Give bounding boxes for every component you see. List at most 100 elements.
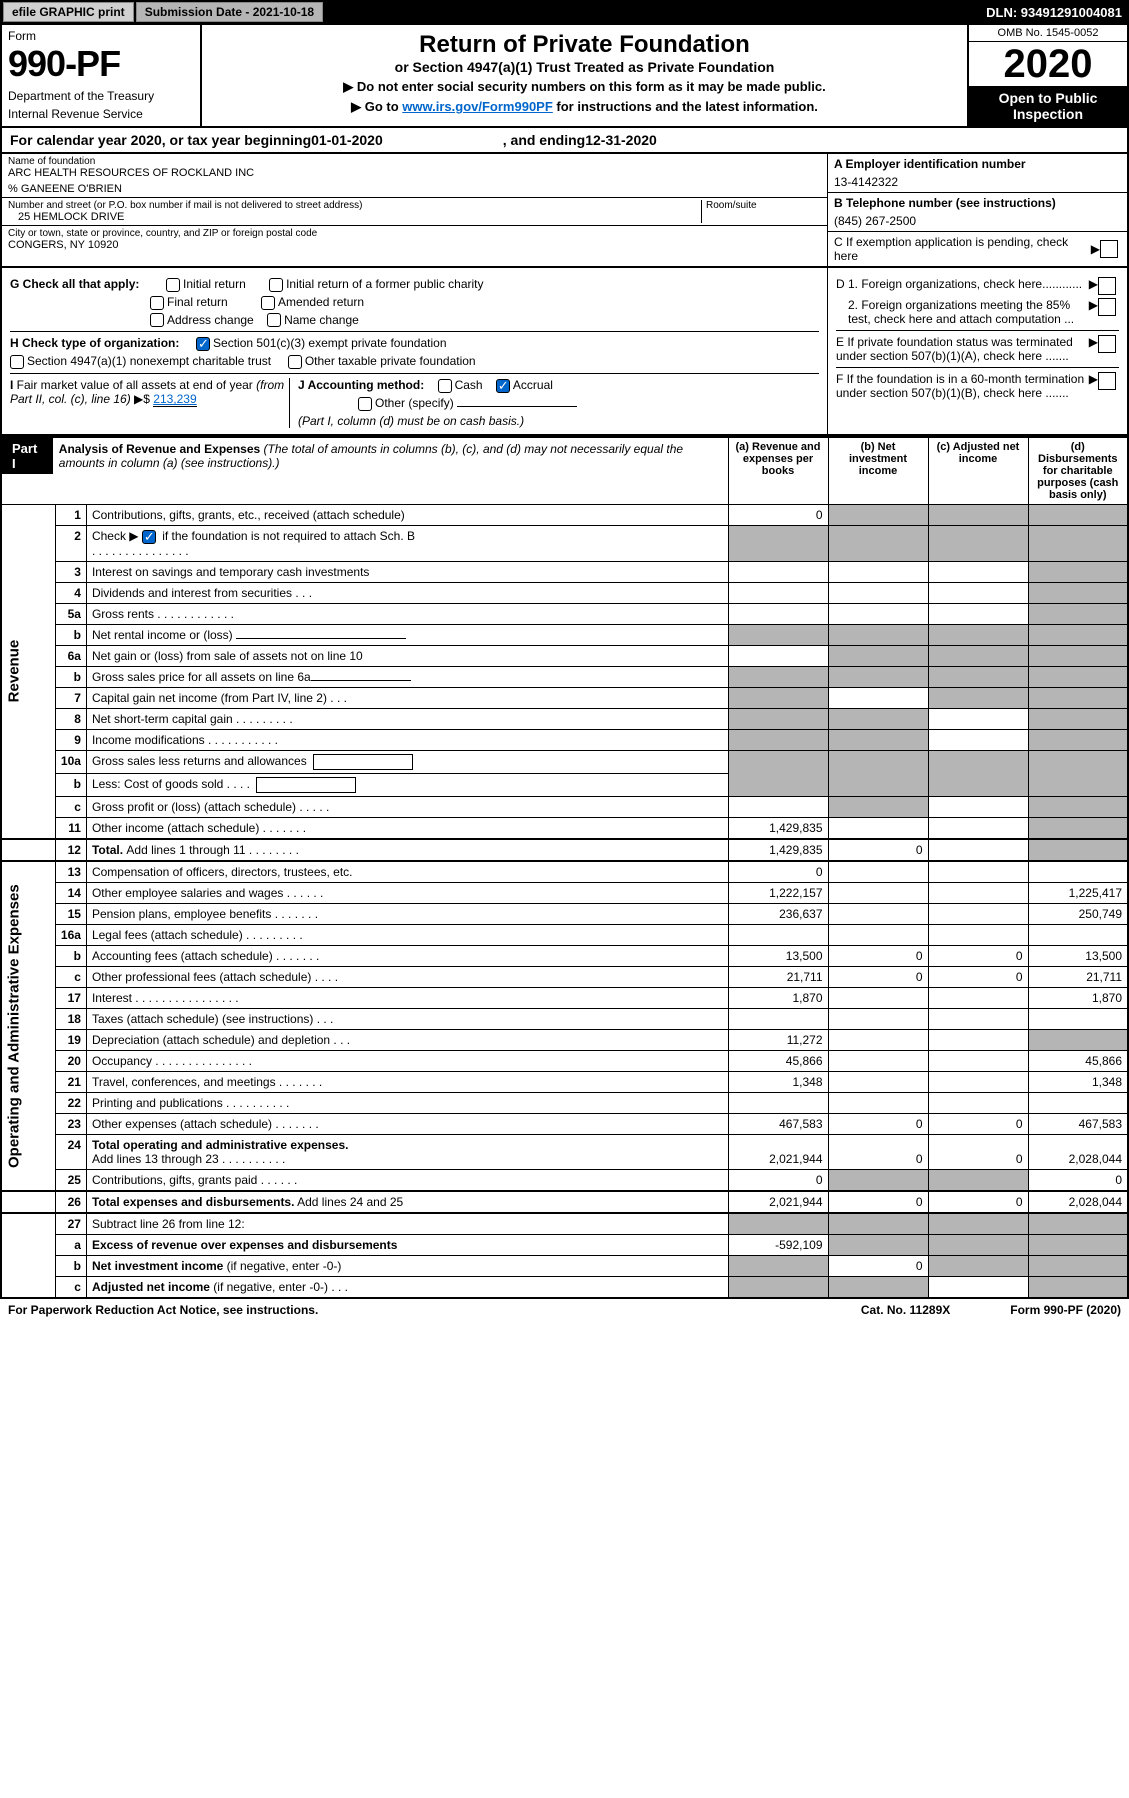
c-label: C If exemption application is pending, c… [834, 235, 1091, 263]
table-row: 14Other employee salaries and wages . . … [1, 882, 1128, 903]
g-initial-label: Initial return [183, 277, 246, 291]
line-num: 1 [55, 504, 86, 525]
cell-a: -592,109 [728, 1234, 828, 1255]
table-row: Revenue 1 Contributions, gifts, grants, … [1, 504, 1128, 525]
table-row: 21Travel, conferences, and meetings . . … [1, 1071, 1128, 1092]
table-row: bGross sales price for all assets on lin… [1, 666, 1128, 687]
foundation-name: ARC HEALTH RESOURCES OF ROCKLAND INC [8, 167, 821, 179]
city-label: City or town, state or province, country… [8, 228, 821, 239]
h-4947-checkbox[interactable] [10, 355, 24, 369]
line-desc: Dividends and interest from securities .… [86, 582, 728, 603]
line-num: b [55, 666, 86, 687]
line-num: 25 [55, 1169, 86, 1191]
ein-value: 13-4142322 [834, 175, 1121, 189]
g-initial-former-checkbox[interactable] [269, 278, 283, 292]
line-num: 27 [55, 1213, 86, 1235]
header-left: Form 990-PF Department of the Treasury I… [2, 25, 202, 126]
g-final-checkbox[interactable] [150, 296, 164, 310]
irs-link[interactable]: www.irs.gov/Form990PF [402, 99, 553, 114]
h-501c3-checkbox[interactable] [196, 337, 210, 351]
line-num: 24 [55, 1134, 86, 1169]
j-accrual-label: Accrual [513, 378, 553, 392]
cell-a: 21,711 [728, 966, 828, 987]
check-right: D 1. Foreign organizations, check here..… [827, 268, 1127, 434]
j-other-checkbox[interactable] [358, 397, 372, 411]
line-num: 4 [55, 582, 86, 603]
line-num: 7 [55, 687, 86, 708]
schb-checkbox[interactable] [142, 530, 156, 544]
form-label: Form [8, 29, 194, 43]
name-label: Name of foundation [8, 156, 821, 167]
table-row: 2 Check ▶ if the foundation is not requi… [1, 525, 1128, 561]
line-desc: Occupancy . . . . . . . . . . . . . . . [86, 1050, 728, 1071]
table-row: 23Other expenses (attach schedule) . . .… [1, 1113, 1128, 1134]
arrow-icon: ▶ [1089, 372, 1098, 400]
table-row: 26Total expenses and disbursements. Add … [1, 1191, 1128, 1213]
j-cash-checkbox[interactable] [438, 379, 452, 393]
header-right: OMB No. 1545-0052 2020 Open to Public In… [967, 25, 1127, 126]
g-name-label: Name change [284, 313, 359, 327]
care-of: % GANEENE O'BRIEN [8, 183, 821, 195]
line-desc: Printing and publications . . . . . . . … [86, 1092, 728, 1113]
h-501c3-label: Section 501(c)(3) exempt private foundat… [213, 336, 446, 350]
line-desc: Net gain or (loss) from sale of assets n… [86, 645, 728, 666]
g-addr-checkbox[interactable] [150, 313, 164, 327]
line-num: 21 [55, 1071, 86, 1092]
d2-label: 2. Foreign organizations meeting the 85%… [848, 298, 1089, 326]
line-num: 22 [55, 1092, 86, 1113]
i-label: I Fair market value of all assets at end… [10, 378, 284, 406]
line-num: 18 [55, 1008, 86, 1029]
line-num: 2 [55, 525, 86, 561]
g-amended-checkbox[interactable] [261, 296, 275, 310]
form-number: 990-PF [8, 43, 194, 85]
cell-b: 0 [828, 966, 928, 987]
line-desc: Depreciation (attach schedule) and deple… [86, 1029, 728, 1050]
open-inspection: Open to Public Inspection [969, 86, 1127, 126]
cell-c: 0 [928, 1113, 1028, 1134]
line-desc: Subtract line 26 from line 12: [86, 1213, 728, 1235]
table-row: bNet rental income or (loss) [1, 624, 1128, 645]
line-num: 19 [55, 1029, 86, 1050]
line-desc: Net rental income or (loss) [86, 624, 728, 645]
note-link: ▶ Go to www.irs.gov/Form990PF for instru… [212, 99, 957, 115]
cell-b: 0 [828, 1191, 928, 1213]
arrow-icon: ▶ [1089, 298, 1098, 326]
table-row: 22Printing and publications . . . . . . … [1, 1092, 1128, 1113]
cell-c: 0 [928, 945, 1028, 966]
cell-a: 0 [728, 504, 828, 525]
check-section: G Check all that apply: Initial return I… [0, 268, 1129, 436]
line-desc: Travel, conferences, and meetings . . . … [86, 1071, 728, 1092]
cell-a: 236,637 [728, 903, 828, 924]
h-other-checkbox[interactable] [288, 355, 302, 369]
efile-button[interactable]: efile GRAPHIC print [3, 2, 134, 22]
line-desc: Adjusted net income (if negative, enter … [86, 1276, 728, 1298]
table-row: 15Pension plans, employee benefits . . .… [1, 903, 1128, 924]
arrow-icon: ▶ [1089, 277, 1098, 295]
note2-pre: ▶ Go to [351, 99, 402, 114]
arrow-icon: ▶ [1091, 242, 1100, 256]
j-cash-label: Cash [455, 378, 483, 392]
c-checkbox[interactable] [1100, 240, 1118, 258]
d2-checkbox[interactable] [1098, 298, 1116, 316]
e-label: E If private foundation status was termi… [836, 335, 1089, 363]
line-desc: Other professional fees (attach schedule… [86, 966, 728, 987]
d1-checkbox[interactable] [1098, 277, 1116, 295]
line-num: b [55, 1255, 86, 1276]
i-value[interactable]: 213,239 [153, 392, 196, 407]
line-num: 14 [55, 882, 86, 903]
line-desc: Income modifications . . . . . . . . . .… [86, 729, 728, 750]
table-row: 11Other income (attach schedule) . . . .… [1, 817, 1128, 839]
table-row: cGross profit or (loss) (attach schedule… [1, 796, 1128, 817]
cell-c: 0 [928, 1191, 1028, 1213]
phone-value: (845) 267-2500 [834, 214, 1121, 228]
line-desc: Interest . . . . . . . . . . . . . . . . [86, 987, 728, 1008]
line-num: a [55, 1234, 86, 1255]
cell-d: 45,866 [1028, 1050, 1128, 1071]
f-checkbox[interactable] [1098, 372, 1116, 390]
g-addr-label: Address change [167, 313, 254, 327]
j-accrual-checkbox[interactable] [496, 379, 510, 393]
e-checkbox[interactable] [1098, 335, 1116, 353]
g-name-checkbox[interactable] [267, 313, 281, 327]
cal-pre: For calendar year 2020, or tax year begi… [10, 132, 311, 148]
g-initial-checkbox[interactable] [166, 278, 180, 292]
